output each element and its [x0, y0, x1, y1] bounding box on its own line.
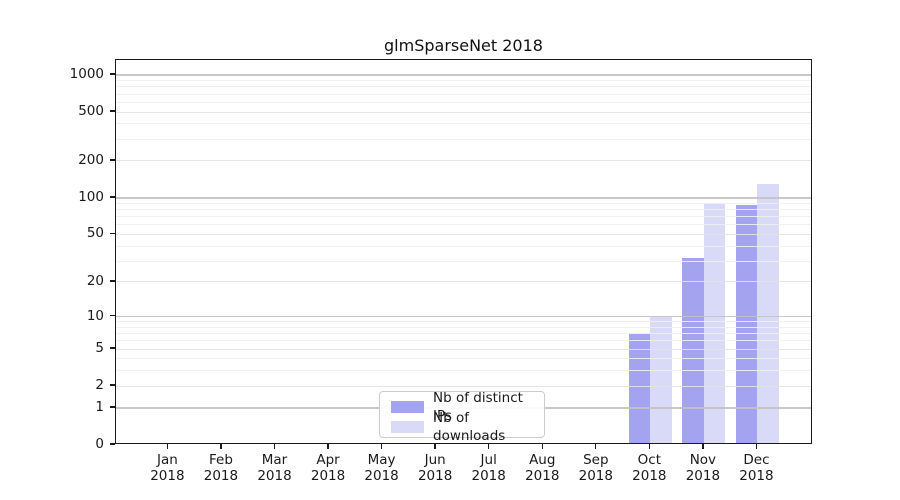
gridline-major — [116, 111, 811, 113]
x-axis-tick-label: Apr 2018 — [310, 452, 346, 484]
gridline-decade — [116, 74, 811, 76]
legend: Nb of distinct IPs Nb of downloads — [379, 390, 545, 444]
x-axis-tick — [327, 444, 329, 449]
y-axis-tick — [110, 159, 115, 161]
gridline-minor — [116, 321, 811, 323]
gridline-minor — [116, 123, 811, 125]
x-axis-tick-label: Jun 2018 — [417, 452, 453, 484]
x-axis-tick — [380, 444, 383, 449]
y-axis-tick-label: 0 — [95, 436, 104, 452]
gridline-major — [116, 281, 811, 283]
x-axis-tick — [755, 444, 758, 449]
y-axis-tick-label: 5 — [95, 340, 104, 357]
gridline-minor — [116, 340, 811, 342]
legend-label: Nb of downloads — [433, 410, 506, 444]
gridline-minor — [116, 80, 811, 82]
y-axis-tick-label: 10 — [86, 307, 104, 324]
gridline-minor — [116, 245, 811, 247]
gridline-minor — [116, 333, 811, 335]
gridline-minor — [116, 216, 811, 218]
x-axis-tick-label: Aug 2018 — [525, 452, 560, 484]
y-axis-tick-label: 1 — [95, 398, 104, 415]
bar-nb-of-downloads-oct — [650, 316, 672, 444]
x-axis-tick — [488, 444, 490, 449]
y-axis-tick — [110, 384, 115, 386]
gridline-major — [116, 233, 811, 235]
x-axis-tick — [220, 444, 222, 449]
y-axis-tick-label: 20 — [86, 272, 104, 289]
gridline-decade — [116, 197, 811, 199]
y-axis-tick-label: 1000 — [69, 66, 104, 82]
gridline-major — [116, 348, 811, 350]
gridline-minor — [116, 209, 811, 211]
y-axis-tick — [110, 406, 115, 408]
y-axis-tick-label: 200 — [78, 151, 104, 168]
bar-nb-of-distinct-ips-dec — [735, 205, 758, 444]
x-axis-tick — [702, 444, 704, 449]
y-axis-tick — [110, 280, 115, 282]
chart-title: glmSparseNet 2018 — [384, 36, 543, 55]
x-axis-tick-label: Dec 2018 — [739, 452, 774, 484]
y-axis-tick — [110, 196, 115, 198]
x-axis-tick-label: Nov 2018 — [685, 452, 721, 484]
x-axis-tick — [166, 444, 169, 449]
x-axis-tick-label: Jul 2018 — [471, 452, 506, 484]
legend-swatch-nb-of-downloads — [391, 421, 424, 433]
gridline-minor — [116, 93, 811, 95]
gridline-minor — [116, 260, 811, 262]
bar-nb-of-distinct-ips-oct — [628, 333, 651, 444]
gridline-minor — [116, 86, 811, 88]
y-axis-tick-label: 50 — [86, 225, 104, 242]
gridline-minor — [116, 370, 811, 372]
x-axis-tick — [541, 444, 543, 449]
legend-item: Nb of distinct IPs — [380, 390, 544, 424]
gridline-minor — [116, 138, 811, 140]
x-axis-tick — [273, 444, 276, 449]
x-axis-tick-label: May 2018 — [364, 452, 399, 484]
gridline-minor — [116, 358, 811, 360]
x-axis-tick-label: Oct 2018 — [632, 452, 667, 484]
gridline-minor — [116, 326, 811, 328]
gridline-minor — [116, 202, 811, 204]
legend-swatch-nb-of-distinct-ips — [391, 401, 424, 413]
gridline-decade — [116, 315, 811, 318]
y-axis-tick — [110, 347, 115, 349]
y-axis-tick — [110, 443, 115, 445]
y-axis-tick — [110, 73, 115, 75]
x-axis-tick-label: Jan 2018 — [150, 452, 185, 484]
y-axis-tick-label: 500 — [78, 103, 104, 120]
bar-nb-of-downloads-dec — [757, 184, 779, 444]
gridline-minor — [116, 101, 811, 103]
gridline-minor — [116, 224, 811, 226]
y-axis-tick-label: 100 — [78, 188, 104, 205]
x-axis-tick-label: Feb 2018 — [203, 452, 239, 484]
x-axis-tick — [648, 444, 651, 449]
x-axis-tick — [434, 444, 436, 449]
bar-nb-of-downloads-nov — [703, 202, 726, 444]
bar-nb-of-distinct-ips-nov — [682, 257, 704, 444]
x-axis-tick — [595, 444, 597, 449]
legend-item: Nb of downloads — [380, 410, 544, 444]
y-axis-tick-label: 2 — [95, 377, 104, 394]
plot-area — [115, 59, 812, 444]
y-axis-tick — [110, 232, 115, 235]
legend-label: Nb of distinct IPs — [433, 390, 523, 424]
gridline-major — [116, 160, 811, 162]
x-axis-tick-label: Sep 2018 — [578, 452, 613, 484]
gridline-major — [116, 385, 811, 387]
y-axis-tick — [110, 110, 115, 112]
x-axis-tick-label: Mar 2018 — [257, 452, 292, 484]
y-axis-tick — [110, 314, 115, 317]
